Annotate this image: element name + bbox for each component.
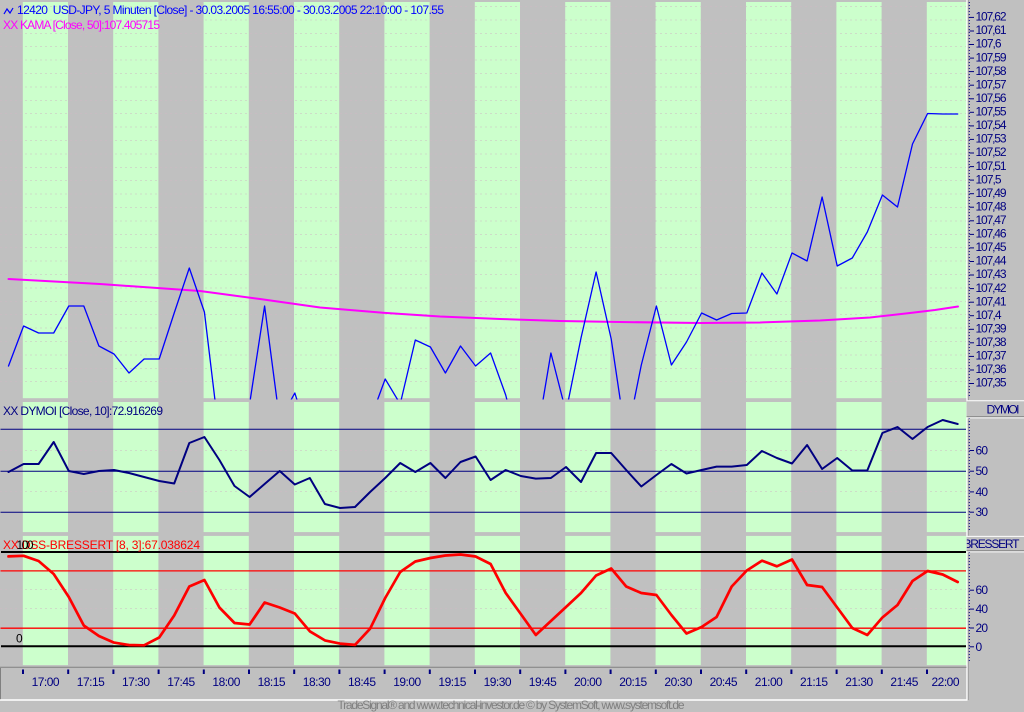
svg-text:XX DYMOI [Close, 10]:72.916269: XX DYMOI [Close, 10]:72.916269	[3, 404, 163, 418]
svg-text:100: 100	[17, 538, 34, 552]
svg-text:107,46: 107,46	[976, 227, 1007, 241]
svg-text:18:30: 18:30	[303, 675, 331, 689]
svg-text:107,42: 107,42	[976, 281, 1007, 295]
svg-text:20:45: 20:45	[710, 675, 738, 689]
svg-text:107,36: 107,36	[976, 362, 1007, 376]
svg-text:107,35: 107,35	[976, 376, 1007, 390]
svg-text:107,59: 107,59	[976, 50, 1007, 64]
svg-text:18:00: 18:00	[212, 675, 240, 689]
svg-text:12420 USD-JPY, 5 Minuten [Clo: 12420 USD-JPY, 5 Minuten [Close] - 30.03…	[17, 3, 444, 17]
svg-text:107,37: 107,37	[976, 349, 1007, 363]
svg-text:17:45: 17:45	[167, 675, 195, 689]
svg-text:19:00: 19:00	[393, 675, 421, 689]
svg-text:19:45: 19:45	[529, 675, 557, 689]
svg-text:17:00: 17:00	[32, 675, 60, 689]
svg-text:21:30: 21:30	[845, 675, 873, 689]
svg-text:107,53: 107,53	[976, 132, 1007, 146]
svg-text:107,49: 107,49	[976, 186, 1007, 200]
svg-text:107,38: 107,38	[976, 335, 1007, 349]
svg-text:20:00: 20:00	[574, 675, 602, 689]
svg-text:20:30: 20:30	[664, 675, 692, 689]
svg-text:18:15: 18:15	[258, 675, 286, 689]
svg-text:107,41: 107,41	[976, 294, 1007, 308]
svg-text:21:45: 21:45	[890, 675, 918, 689]
svg-text:107,55: 107,55	[976, 105, 1007, 119]
svg-text:107,58: 107,58	[976, 64, 1007, 78]
svg-text:40: 40	[976, 485, 989, 499]
svg-text:107,6: 107,6	[976, 37, 1002, 51]
svg-text:XX DSS-BRESSERT [8, 3]:67.0386: XX DSS-BRESSERT [8, 3]:67.038624	[3, 538, 200, 552]
svg-text:107,52: 107,52	[976, 145, 1007, 159]
svg-text:50: 50	[976, 464, 989, 478]
svg-text:107,44: 107,44	[976, 254, 1007, 268]
svg-text:107,54: 107,54	[976, 118, 1007, 132]
svg-text:107,62: 107,62	[976, 10, 1007, 24]
svg-text:18:45: 18:45	[348, 675, 376, 689]
svg-text:107,61: 107,61	[976, 23, 1007, 37]
svg-text:19:15: 19:15	[438, 675, 466, 689]
svg-text:107,4: 107,4	[976, 308, 1002, 322]
svg-text:XX KAMA [Close, 50]:107.405715: XX KAMA [Close, 50]:107.405715	[3, 18, 160, 32]
svg-text:20:15: 20:15	[619, 675, 647, 689]
svg-text:19:30: 19:30	[484, 675, 512, 689]
svg-text:107,47: 107,47	[976, 213, 1007, 227]
svg-text:107,5: 107,5	[976, 172, 1002, 186]
svg-text:21:00: 21:00	[755, 675, 783, 689]
svg-text:DYMOI: DYMOI	[987, 403, 1020, 417]
svg-text:0: 0	[976, 640, 983, 654]
svg-text:107,39: 107,39	[976, 322, 1007, 336]
svg-text:20: 20	[976, 621, 989, 635]
svg-text:60: 60	[976, 583, 989, 597]
svg-text:BRESSERT: BRESSERT	[964, 537, 1021, 551]
svg-text:107,45: 107,45	[976, 240, 1007, 254]
svg-text:0: 0	[16, 632, 23, 646]
svg-text:107,48: 107,48	[976, 199, 1007, 213]
svg-text:21:15: 21:15	[800, 675, 828, 689]
svg-text:TradeSignal® and www.technical: TradeSignal® and www.technical-investor.…	[338, 698, 685, 712]
svg-text:107,51: 107,51	[976, 159, 1007, 173]
svg-text:107,43: 107,43	[976, 267, 1007, 281]
svg-text:17:30: 17:30	[122, 675, 150, 689]
svg-text:17:15: 17:15	[77, 675, 105, 689]
svg-text:22:00: 22:00	[932, 675, 960, 689]
svg-text:60: 60	[976, 444, 989, 458]
svg-text:107,56: 107,56	[976, 91, 1007, 105]
svg-text:30: 30	[976, 505, 989, 519]
svg-text:40: 40	[976, 602, 989, 616]
svg-text:107,57: 107,57	[976, 77, 1007, 91]
